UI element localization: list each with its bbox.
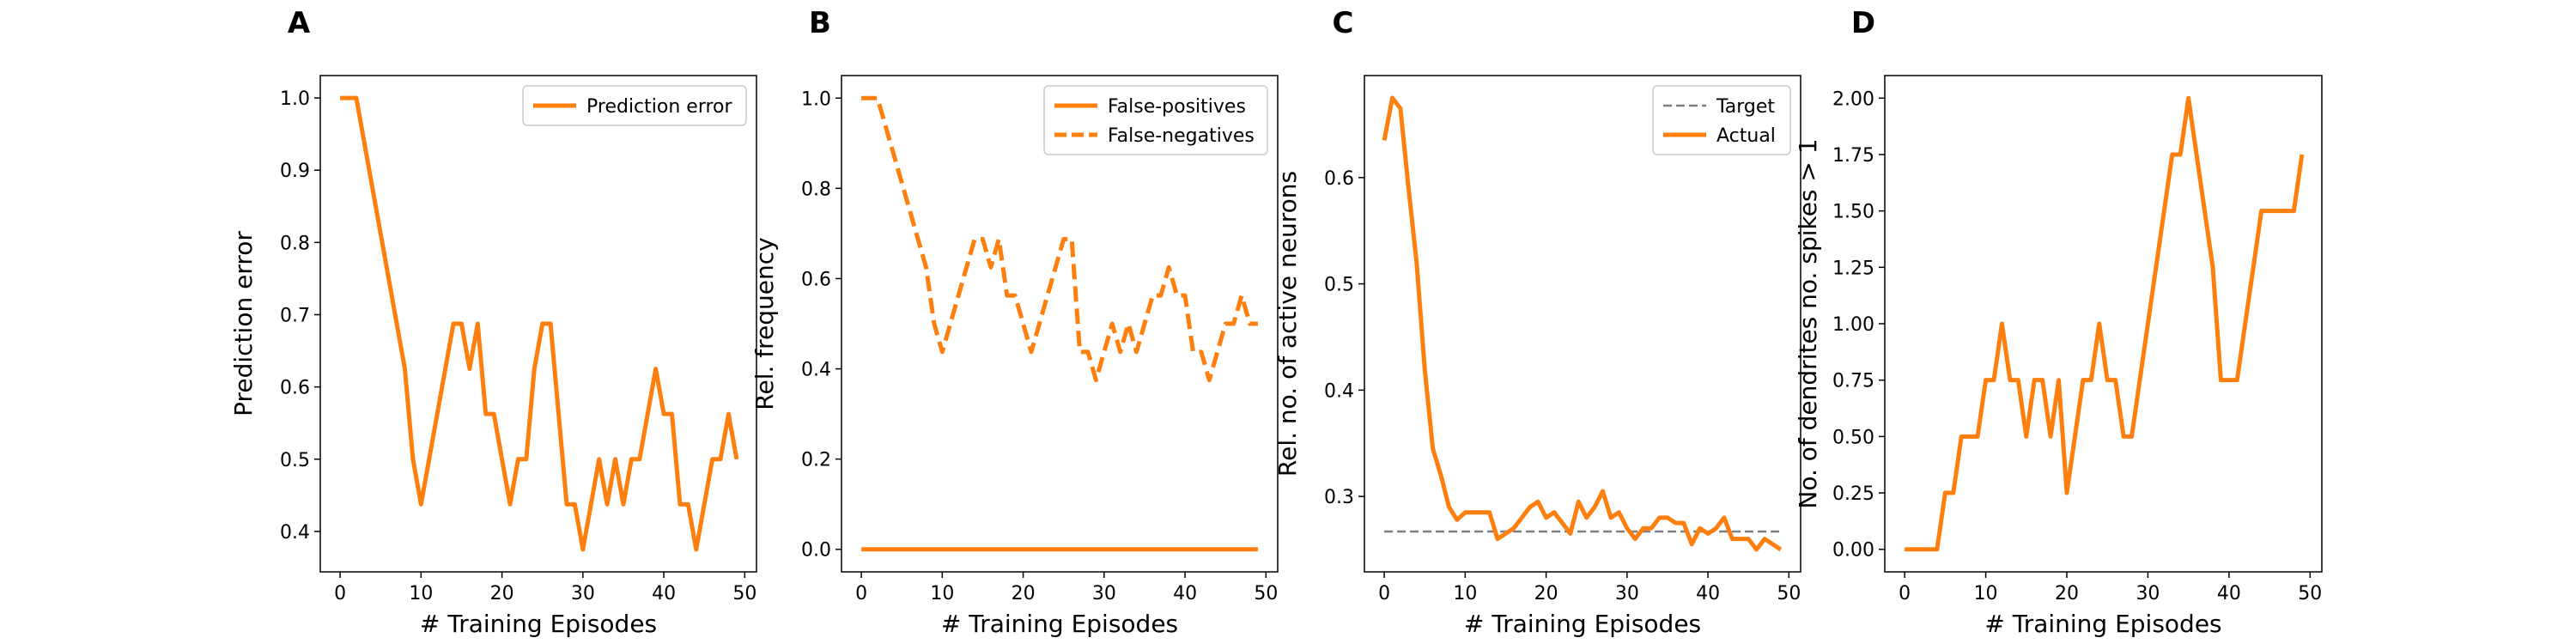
panel: A 0 10 20 30 40 50 0.4 0.5 0.6 0.7 0.8 0.9 1.0 # Train… (229, 6, 757, 638)
x-tick-label: 20 (2055, 583, 2079, 605)
y-tick-label: 0.2 (801, 450, 831, 471)
legend-box (522, 85, 747, 126)
x-axis-label: # Training Episodes (420, 610, 657, 638)
x-tick-label: 10 (409, 583, 433, 605)
panel: D 0 10 20 30 40 50 0.00 0.25 0.50 0.75 1.00 1.25 1.50… (1794, 6, 2323, 638)
y-tick-label: 1.00 (1832, 314, 1874, 336)
data-line (1382, 95, 1783, 552)
x-tick-label: 30 (2136, 583, 2160, 605)
x-tick-label: 50 (1254, 583, 1278, 605)
x-tick-label: 20 (1012, 583, 1036, 605)
x-tick-label: 40 (1696, 583, 1720, 605)
panel-label: C (1333, 6, 1354, 40)
y-tick-label: 1.0 (280, 88, 310, 110)
y-axis-label: Rel. no. of active neurons (1273, 171, 1302, 477)
panel-label: A (288, 6, 311, 40)
legend-label: Prediction error (586, 96, 732, 118)
y-tick-label: 0.9 (280, 161, 310, 182)
x-tick-label: 10 (1974, 583, 1998, 605)
x-tick-label: 0 (855, 583, 867, 605)
panel-label: B (809, 6, 831, 40)
y-tick-label: 0.3 (1324, 487, 1354, 508)
x-tick-label: 50 (732, 583, 756, 605)
y-axis-label: No. of dendrites no. spikes > 1 (1794, 138, 1822, 508)
legend-label: False-negatives (1108, 125, 1255, 147)
data-line (861, 95, 1258, 383)
x-tick-label: 10 (930, 583, 954, 605)
legend-label: Target (1716, 96, 1775, 118)
y-tick-label: 0.6 (801, 269, 831, 290)
y-tick-label: 1.0 (801, 88, 831, 110)
y-tick-label: 0.8 (280, 233, 310, 254)
legend-label: False-positives (1108, 96, 1246, 118)
x-tick-label: 20 (490, 583, 514, 605)
axes-frame (841, 75, 1279, 573)
x-tick-label: 40 (2217, 583, 2241, 605)
y-tick-label: 0.00 (1832, 540, 1874, 562)
x-tick-label: 10 (1453, 583, 1477, 605)
x-tick-label: 50 (1777, 583, 1801, 605)
panel-label: D (1851, 6, 1875, 40)
y-tick-label: 0.5 (1324, 275, 1354, 296)
y-tick-label: 0.8 (801, 179, 831, 200)
y-tick-label: 0.75 (1832, 371, 1874, 392)
y-tick-label: 2.00 (1832, 88, 1874, 110)
x-tick-label: 20 (1534, 583, 1558, 605)
x-tick-label: 0 (1378, 583, 1390, 605)
data-line (340, 95, 739, 552)
x-tick-label: 30 (571, 583, 595, 605)
y-tick-label: 0.4 (801, 360, 831, 381)
y-tick-label: 1.25 (1832, 258, 1874, 279)
y-tick-label: 0.6 (1324, 168, 1354, 190)
panel: B 0 10 20 30 40 50 0.0 0.2 0.4 0.6 0.8 1.0 # Training… (750, 6, 1279, 638)
x-tick-label: 30 (1092, 583, 1116, 605)
legend-box (1043, 85, 1268, 155)
legend-label: Actual (1716, 125, 1776, 147)
y-axis-label: Prediction error (229, 231, 258, 416)
x-tick-label: 0 (1899, 583, 1911, 605)
y-tick-label: 1.50 (1832, 202, 1874, 223)
axes-frame (1884, 75, 2323, 573)
y-tick-label: 0.7 (280, 305, 310, 326)
y-tick-label: 0.25 (1832, 483, 1874, 505)
panel: C 0 10 20 30 40 50 0.3 0.4 0.5 0.6 # Training Episo… (1273, 6, 1801, 638)
x-axis-label: # Training Episodes (1984, 610, 2221, 638)
y-axis-label: Rel. frequency (750, 237, 779, 410)
axes-frame (1364, 75, 1801, 573)
y-tick-label: 0.50 (1832, 427, 1874, 448)
y-tick-label: 0.5 (280, 450, 310, 471)
legend-box (1652, 85, 1791, 155)
y-tick-label: 1.75 (1832, 145, 1874, 167)
y-tick-label: 0.0 (801, 540, 831, 562)
x-axis-label: # Training Episodes (1464, 610, 1701, 638)
axes-frame (319, 75, 757, 573)
x-tick-label: 0 (334, 583, 346, 605)
y-tick-label: 0.6 (280, 378, 310, 399)
x-tick-label: 40 (652, 583, 676, 605)
y-tick-label: 0.4 (1324, 380, 1354, 402)
x-tick-label: 50 (2298, 583, 2322, 605)
y-tick-label: 0.4 (280, 522, 310, 544)
x-tick-label: 40 (1173, 583, 1197, 605)
data-line (1905, 95, 2305, 552)
x-tick-label: 30 (1615, 583, 1639, 605)
x-axis-label: # Training Episodes (941, 610, 1178, 638)
